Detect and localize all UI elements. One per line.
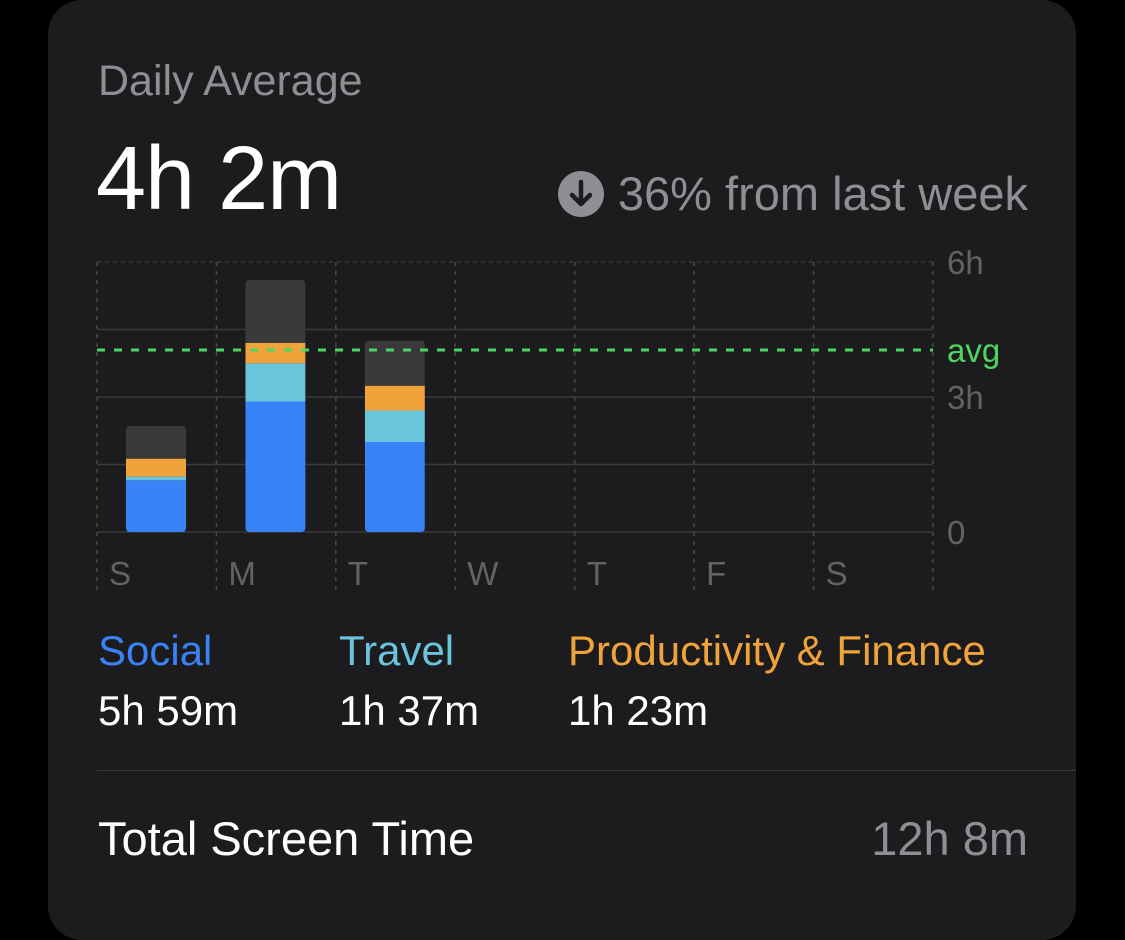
chart-labels: 6h 3h 0 S M T W T F S [109,244,984,592]
bar-segment-productivity [364,385,425,411]
bar-segment-travel [126,476,186,481]
legend-travel[interactable]: Travel 1h 37m [339,630,479,732]
arrow-down-circle-icon [557,170,604,217]
usage-bar-chart[interactable]: avg 6h 3h 0 S M T W T F S [0,0,1125,620]
average-line-group: avg [97,332,1000,369]
total-screen-time-label: Total Screen Time [98,812,475,865]
legend-travel-value: 1h 37m [339,687,480,734]
chart-bars [126,280,425,532]
day-label: W [467,555,499,592]
day-label: F [706,555,726,592]
day-label: T [587,555,607,592]
y-tick-label: 3h [947,379,984,416]
day-label: T [348,555,368,592]
legend-productivity[interactable]: Productivity & Finance 1h 23m [568,630,986,732]
legend-productivity-name: Productivity & Finance [568,627,986,674]
y-tick-label: 6h [947,244,984,281]
daily-average-label: Daily Average [98,57,363,105]
average-label: avg [947,332,1000,369]
bar-segment-social [364,442,425,532]
weekly-change: 36% from last week [557,167,1028,220]
bar-segment-social [245,401,306,532]
screen-time-card[interactable] [48,0,1076,940]
bar-segment-productivity [126,458,186,477]
bar-segment-travel [364,410,425,442]
day-label: M [228,555,256,592]
daily-average-value: 4h 2m [96,129,342,229]
legend-social[interactable]: Social 5h 59m [98,630,238,732]
total-screen-time-value: 12h 8m [871,812,1028,865]
weekly-change-text: 36% from last week [617,167,1028,220]
day-label: S [826,555,848,592]
bar-segment-other [126,425,186,459]
legend-social-value: 5h 59m [98,687,239,734]
legend-social-name: Social [98,627,213,674]
bar-segment-social [126,480,186,532]
y-tick-label: 0 [947,514,965,551]
bar-segment-other [245,280,306,343]
legend-travel-name: Travel [339,627,455,674]
bar-segment-travel [245,363,306,402]
legend-productivity-value: 1h 23m [568,687,709,734]
divider [97,770,1076,771]
day-label: S [109,555,131,592]
bar-segment-other [364,340,425,386]
bar-segment-productivity [245,343,306,364]
chart-grid [96,261,934,592]
